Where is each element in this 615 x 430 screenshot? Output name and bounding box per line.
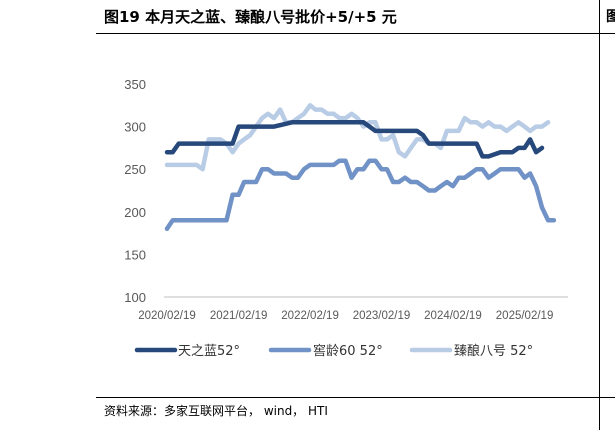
y-tick-label: 250 [124, 162, 146, 177]
legend-label-1: 天之蓝52° [178, 344, 240, 359]
y-tick-label: 100 [124, 290, 146, 305]
x-tick-label: 2024/02/19 [424, 310, 482, 322]
y-tick-label: 200 [124, 205, 146, 220]
y-tick-label: 300 [124, 120, 146, 135]
legend-label-2: 窖龄60 52° [313, 343, 383, 359]
series-line-1 [164, 120, 545, 159]
x-tick-label: 2020/02/19 [138, 310, 196, 322]
title-divider [96, 33, 615, 34]
series-line-2 [164, 158, 557, 232]
y-tick-label: 150 [124, 247, 146, 262]
panel-divider [599, 0, 600, 430]
legend: 天之蓝52° 窖龄60 52° 臻酿八号 52° [134, 343, 533, 359]
x-tick-label: 2021/02/19 [210, 310, 268, 322]
x-tick-label: 2025/02/19 [496, 310, 554, 322]
next-panel-fragment: 图 [606, 9, 615, 25]
x-tick-label: 2022/02/19 [281, 310, 339, 322]
series-line-3 [164, 103, 551, 172]
y-tick-label: 350 [124, 77, 146, 92]
source-note: 资料来源：多家互联网平台， wind， HTI [104, 404, 328, 418]
source-divider [96, 397, 615, 398]
chart-title: 图19 本月天之蓝、臻酿八号批价+5/+5 元 [104, 8, 397, 26]
series-group [164, 103, 557, 232]
x-tick-label: 2023/02/19 [353, 310, 411, 322]
legend-label-3: 臻酿八号 52° [454, 343, 533, 359]
axes-group: 100 150 200 250 300 350 2020/02/19 2021/02/19 20… [124, 77, 568, 322]
